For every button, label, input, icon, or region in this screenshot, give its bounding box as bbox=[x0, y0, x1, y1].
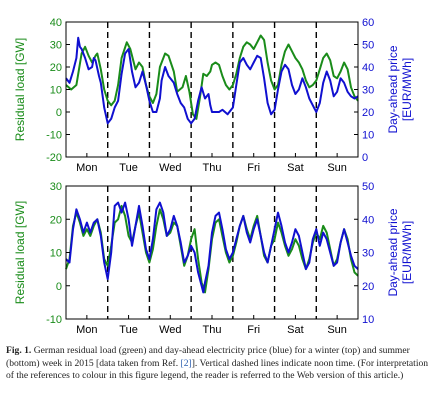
y-tick-label-left: 40 bbox=[50, 17, 62, 29]
plot-frame bbox=[65, 21, 359, 158]
y-tick-label-left: 0 bbox=[56, 281, 62, 293]
caption-label: Fig. 1. bbox=[6, 345, 32, 356]
y-tick-label-left: -20 bbox=[46, 152, 62, 164]
y-axis-title-right-line-1: Day-ahead price bbox=[386, 208, 400, 296]
x-tick-label-wed: Wed bbox=[159, 162, 181, 174]
figure-canvas: -20 -10 0 10 20 30 40 0 10 20 30 40 50 60 Mon Tue Wed Thu… bbox=[13, 17, 414, 336]
residual-load-line bbox=[65, 204, 359, 294]
x-tick-label-sat: Sat bbox=[287, 162, 304, 174]
y-tick-label-right: 50 bbox=[362, 181, 374, 193]
figure-caption: Fig. 1. German residual load (green) and… bbox=[6, 345, 432, 383]
y-tick-label-right: 40 bbox=[362, 62, 374, 74]
y-tick-label-left: 20 bbox=[50, 214, 62, 226]
x-tick-label-sun: Sun bbox=[327, 324, 347, 336]
y-tick-label-left: 10 bbox=[50, 248, 62, 260]
caption-text-end: ]. Vertical dashed lines indicate noon t… bbox=[6, 357, 429, 382]
x-tick-label-fri: Fri bbox=[247, 324, 260, 336]
y-axis-title-right-line-2: [EUR/MWh] bbox=[400, 58, 414, 121]
caption-text: German residual load (green) and day-ahe… bbox=[6, 345, 410, 369]
chart-winter: -20 -10 0 10 20 30 40 0 10 20 30 40 50 60 Mon Tue Wed Thu… bbox=[13, 17, 414, 174]
x-tick-label-mon: Mon bbox=[76, 324, 97, 336]
y-tick-label-left: 10 bbox=[50, 85, 62, 97]
y-axis-title-left: Residual load [GW] bbox=[13, 201, 27, 304]
y-tick-label-right: 10 bbox=[362, 314, 374, 326]
y-tick-label-right: 20 bbox=[362, 281, 374, 293]
x-tick-label-tue: Tue bbox=[119, 162, 138, 174]
caption-reference-link[interactable]: [2] bbox=[180, 357, 192, 369]
x-tick-label-sun: Sun bbox=[327, 162, 347, 174]
x-tick-label-thu: Thu bbox=[203, 162, 222, 174]
residual-load-line bbox=[65, 34, 359, 120]
y-tick-label-right: 60 bbox=[362, 17, 374, 29]
y-tick-label-right: 50 bbox=[362, 40, 374, 52]
y-tick-label-left: 30 bbox=[50, 40, 62, 52]
y-tick-label-right: 20 bbox=[362, 107, 374, 119]
x-tick-label-fri: Fri bbox=[247, 162, 260, 174]
y-tick-label-left: -10 bbox=[46, 314, 62, 326]
y-axis-title-left: Residual load [GW] bbox=[13, 38, 27, 141]
price-line bbox=[65, 201, 359, 294]
x-tick-label-thu: Thu bbox=[203, 324, 222, 336]
y-tick-label-right: 30 bbox=[362, 85, 374, 97]
x-tick-label-wed: Wed bbox=[159, 324, 181, 336]
y-tick-label-right: 0 bbox=[362, 152, 368, 164]
chart-summer: -10 0 10 20 30 10 20 30 40 50 Mon Tue Wed Thu Fri Sat Su… bbox=[13, 181, 414, 336]
y-axis-title-right-line-1: Day-ahead price bbox=[386, 45, 400, 133]
y-tick-label-left: 30 bbox=[50, 181, 62, 193]
x-tick-label-sat: Sat bbox=[287, 324, 304, 336]
price-line bbox=[65, 36, 359, 125]
y-tick-label-left: 20 bbox=[50, 62, 62, 74]
y-tick-label-right: 30 bbox=[362, 248, 374, 260]
x-tick-label-tue: Tue bbox=[119, 324, 138, 336]
x-tick-label-mon: Mon bbox=[76, 162, 97, 174]
y-tick-label-right: 40 bbox=[362, 214, 374, 226]
y-tick-label-left: 0 bbox=[56, 107, 62, 119]
y-axis-title-right-line-2: [EUR/MWh] bbox=[400, 221, 414, 284]
y-tick-label-left: -10 bbox=[46, 130, 62, 142]
y-tick-label-right: 10 bbox=[362, 130, 374, 142]
